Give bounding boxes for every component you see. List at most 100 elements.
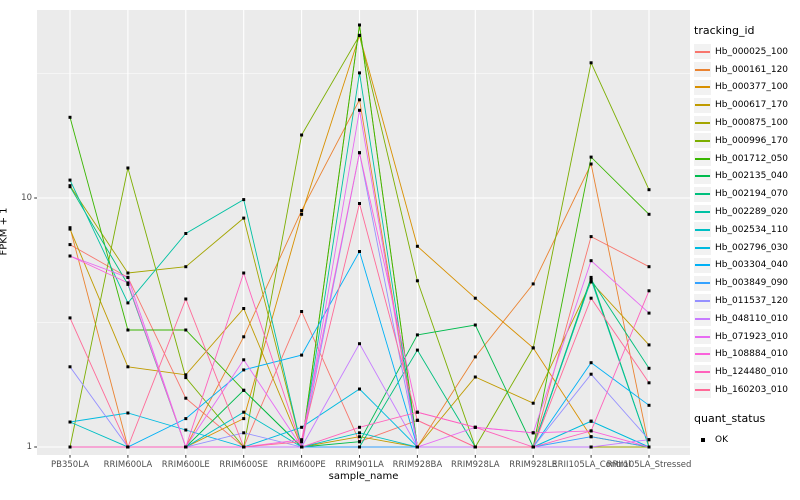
data-point xyxy=(531,445,535,449)
legend-item-label: Hb_124480_010 xyxy=(715,367,789,378)
data-point xyxy=(415,333,419,337)
data-point xyxy=(184,373,188,377)
legend-item-Hb_071923_010: Hb_071923_010 xyxy=(694,328,798,346)
data-point xyxy=(242,271,246,275)
legend-item-label: OK xyxy=(715,434,728,445)
data-point xyxy=(300,438,304,442)
data-point xyxy=(358,108,361,112)
data-point xyxy=(68,316,72,320)
x-tick-label: PB350LA xyxy=(51,460,89,470)
legend: tracking_id Hb_000025_100 Hb_000161_120 Hb… xyxy=(694,24,798,449)
data-point xyxy=(300,209,304,213)
data-point xyxy=(473,445,477,449)
line-swatch-icon xyxy=(694,151,711,167)
data-point xyxy=(531,346,535,350)
legend-item-label: Hb_003849_090 xyxy=(715,278,789,289)
legend-items-tracking-id: Hb_000025_100 Hb_000161_120 Hb_000377_100 H… xyxy=(694,43,798,399)
line-swatch-icon xyxy=(694,133,711,149)
legend-block-quant-status: quant_status OK xyxy=(694,412,798,449)
line-swatch-icon xyxy=(694,382,711,398)
data-point xyxy=(68,365,72,369)
x-tick-label: RRII105LA_Control xyxy=(551,460,631,470)
legend-item-Hb_124480_010: Hb_124480_010 xyxy=(694,363,798,381)
legend-item-Hb_002534_110: Hb_002534_110 xyxy=(694,221,798,239)
x-tick-label: RRII105LA_Stressed xyxy=(606,460,692,470)
data-point xyxy=(589,162,593,166)
line-swatch-icon xyxy=(694,346,711,362)
x-tick-label: RRIM928BA xyxy=(392,460,443,470)
line-swatch-icon xyxy=(694,240,711,256)
legend-item-Hb_000617_170: Hb_000617_170 xyxy=(694,96,798,114)
legend-item-label: Hb_160203_010 xyxy=(715,385,789,396)
legend-item-Hb_000875_100: Hb_000875_100 xyxy=(694,114,798,132)
line-swatch-icon xyxy=(694,257,711,273)
x-tick-label: RRIM600LA xyxy=(103,460,153,470)
data-point xyxy=(184,297,188,301)
legend-item-Hb_002796_030: Hb_002796_030 xyxy=(694,239,798,257)
line-swatch-icon xyxy=(694,293,711,309)
data-point xyxy=(242,216,246,220)
data-point xyxy=(647,445,651,449)
data-point xyxy=(126,166,130,170)
data-point xyxy=(242,388,246,392)
data-point xyxy=(184,428,188,432)
data-point xyxy=(589,280,593,284)
y-tick-label: 1 xyxy=(26,442,32,452)
x-tick-label: RRIM928LE xyxy=(509,460,558,470)
legend-item-label: Hb_002289_020 xyxy=(715,207,789,218)
data-point xyxy=(415,279,419,283)
legend-item-Hb_002135_040: Hb_002135_040 xyxy=(694,168,798,186)
legend-item-label: Hb_002534_110 xyxy=(715,224,789,235)
data-point xyxy=(184,417,188,421)
data-point xyxy=(473,425,477,429)
legend-title-tracking-id: tracking_id xyxy=(694,24,755,37)
data-point xyxy=(242,198,246,202)
data-point xyxy=(647,366,651,370)
data-point xyxy=(473,375,477,379)
legend-item-label: Hb_002135_040 xyxy=(715,171,789,182)
data-point xyxy=(242,410,246,414)
line-swatch-icon xyxy=(694,44,711,60)
legend-item-Hb_002289_020: Hb_002289_020 xyxy=(694,203,798,221)
data-point xyxy=(358,23,361,27)
legend-item-label: Hb_002796_030 xyxy=(715,242,789,253)
legend-item-label: Hb_108884_010 xyxy=(715,349,789,360)
data-point xyxy=(68,115,72,119)
data-point xyxy=(358,342,361,346)
line-swatch-icon xyxy=(694,186,711,202)
y-tick-label: 10 xyxy=(21,193,32,203)
data-point xyxy=(647,188,651,192)
legend-item-label: Hb_001712_050 xyxy=(715,153,789,164)
line-swatch-icon xyxy=(694,115,711,131)
data-point xyxy=(184,232,188,235)
data-point xyxy=(589,429,593,433)
data-point xyxy=(647,289,651,293)
data-point xyxy=(358,440,361,444)
data-point xyxy=(126,275,130,279)
data-point xyxy=(300,310,304,313)
data-point xyxy=(126,411,130,415)
line-swatch-icon xyxy=(694,329,711,345)
data-point xyxy=(358,151,361,155)
legend-item-label: Hb_002194_070 xyxy=(715,189,789,200)
data-point xyxy=(589,372,593,376)
data-point xyxy=(589,296,593,300)
x-tick-label: RRIM600SE xyxy=(219,460,269,470)
line-swatch-icon xyxy=(694,364,711,380)
y-axis-title: FPKM + 1 xyxy=(0,207,10,256)
x-tick-label: RRIM600PE xyxy=(277,460,326,470)
data-point xyxy=(647,438,651,442)
data-point xyxy=(647,311,651,315)
legend-item-Hb_000996_170: Hb_000996_170 xyxy=(694,132,798,150)
data-point xyxy=(473,323,477,327)
data-point xyxy=(358,435,361,439)
legend-item-label: Hb_048110_010 xyxy=(715,313,789,324)
data-point xyxy=(242,431,246,435)
data-point xyxy=(358,98,361,102)
line-swatch-icon xyxy=(694,97,711,113)
legend-item-Hb_003849_090: Hb_003849_090 xyxy=(694,274,798,292)
data-point xyxy=(68,243,72,247)
legend-item-label: Hb_011537_120 xyxy=(715,296,789,307)
x-tick-label: RRIM928LA xyxy=(450,460,500,470)
